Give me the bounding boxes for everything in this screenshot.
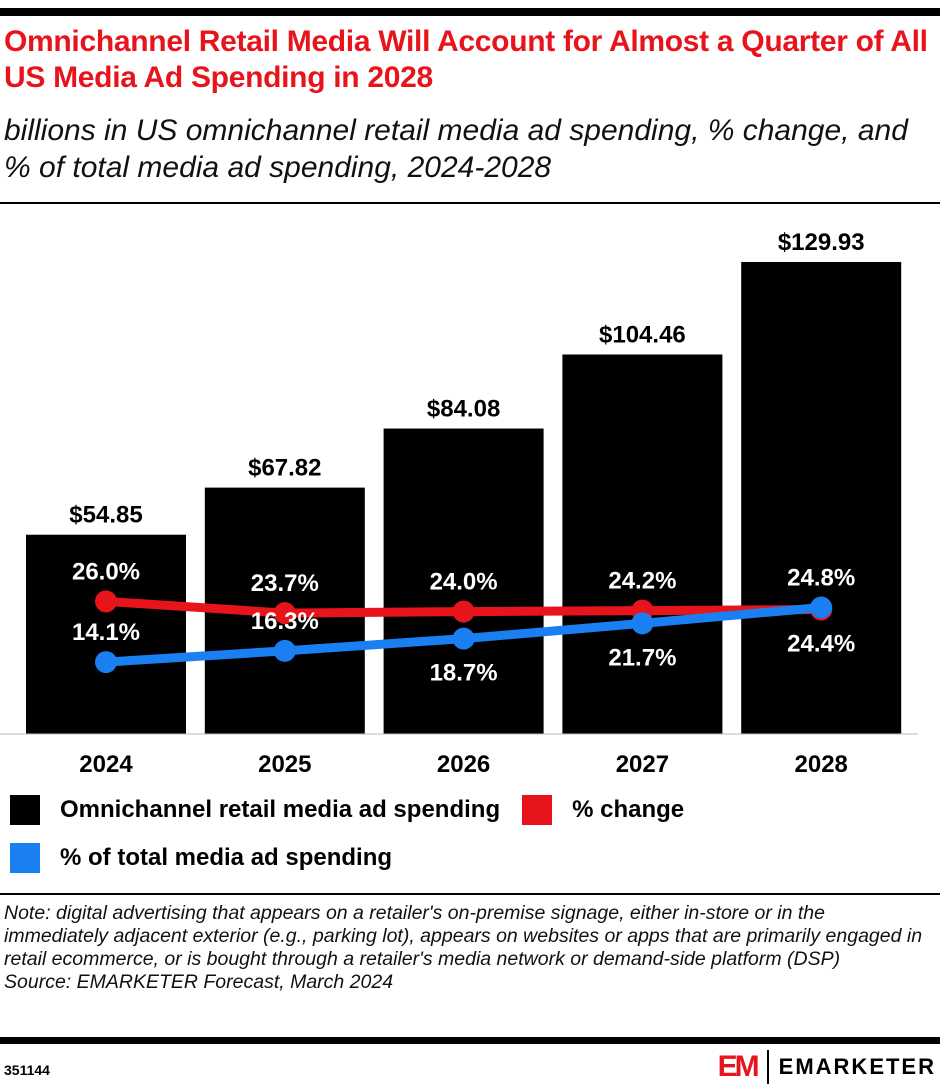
point-2025	[273, 602, 296, 625]
bottom-bar	[0, 1037, 940, 1044]
bar-value-label: $67.82	[248, 455, 321, 482]
bar-2024	[26, 534, 186, 734]
legend-label: Omnichannel retail media ad spending	[60, 796, 501, 823]
bar-2026	[383, 428, 544, 734]
point-2028	[810, 596, 833, 619]
x-tick-label: 2028	[795, 751, 848, 778]
legend-row-2: % of total media ad spending	[10, 843, 392, 873]
point-2025	[273, 639, 296, 662]
bar-2027	[562, 354, 723, 734]
divider	[0, 893, 940, 895]
line-value-label: 18.7%	[430, 660, 498, 687]
legend-swatch-blue	[10, 843, 40, 873]
x-tick-label: 2026	[437, 751, 490, 778]
point-2027	[631, 612, 654, 635]
bar-value-label: $104.46	[599, 321, 686, 348]
line-value-label: 24.4%	[787, 631, 855, 658]
line-value-label: 21.7%	[608, 644, 676, 671]
bar-value-label: $84.08	[427, 396, 500, 423]
bar-value-label: $129.93	[778, 229, 865, 256]
top-bar	[0, 8, 940, 16]
line-value-label: 16.3%	[251, 608, 319, 635]
x-tick-label: 2024	[79, 751, 133, 778]
line-value-label: 24.8%	[787, 565, 855, 592]
line-value-label: 24.0%	[430, 569, 498, 596]
logo-mark: EM	[717, 1050, 760, 1083]
point-2026	[452, 600, 475, 623]
logo-divider	[766, 1050, 769, 1084]
chart-subtitle: billions in US omnichannel retail media …	[4, 114, 908, 184]
bar-2028	[741, 261, 902, 734]
chart-id: 351144	[4, 1062, 50, 1078]
divider	[0, 202, 940, 204]
legend-label: % change	[572, 796, 685, 823]
x-tick-label: 2027	[616, 751, 669, 778]
legend-label: % of total media ad spending	[60, 844, 393, 871]
note-text: Note: digital advertising that appears o…	[4, 902, 923, 970]
chart-plot: $54.85 2024 $67.82 2025 $84.08 2026 $104.46 202…	[0, 229, 918, 778]
line-value-label: 24.2%	[608, 568, 676, 595]
line-value-label: 26.0%	[72, 558, 140, 585]
chart-title: Omnichannel Retail Media Will Account fo…	[4, 25, 928, 94]
x-tick-label: 2025	[258, 751, 311, 778]
footnote: Note: digital advertising that appears o…	[4, 902, 934, 994]
legend-swatch-red	[522, 795, 553, 825]
point-2024	[95, 651, 117, 674]
point-2024	[95, 590, 117, 613]
point-2026	[452, 627, 475, 650]
legend-swatch-bar	[10, 795, 40, 825]
line-value-label: 14.1%	[72, 619, 140, 646]
emarketer-logo: EM EMARKETER	[718, 1050, 936, 1084]
bar-value-label: $54.85	[69, 502, 142, 529]
source-text: Source: EMARKETER Forecast, March 2024	[4, 971, 394, 993]
line-value-label: 23.7%	[251, 570, 319, 597]
legend-row-1: Omnichannel retail media ad spending % c…	[10, 795, 684, 825]
brand-name: EMARKETER	[778, 1054, 936, 1079]
